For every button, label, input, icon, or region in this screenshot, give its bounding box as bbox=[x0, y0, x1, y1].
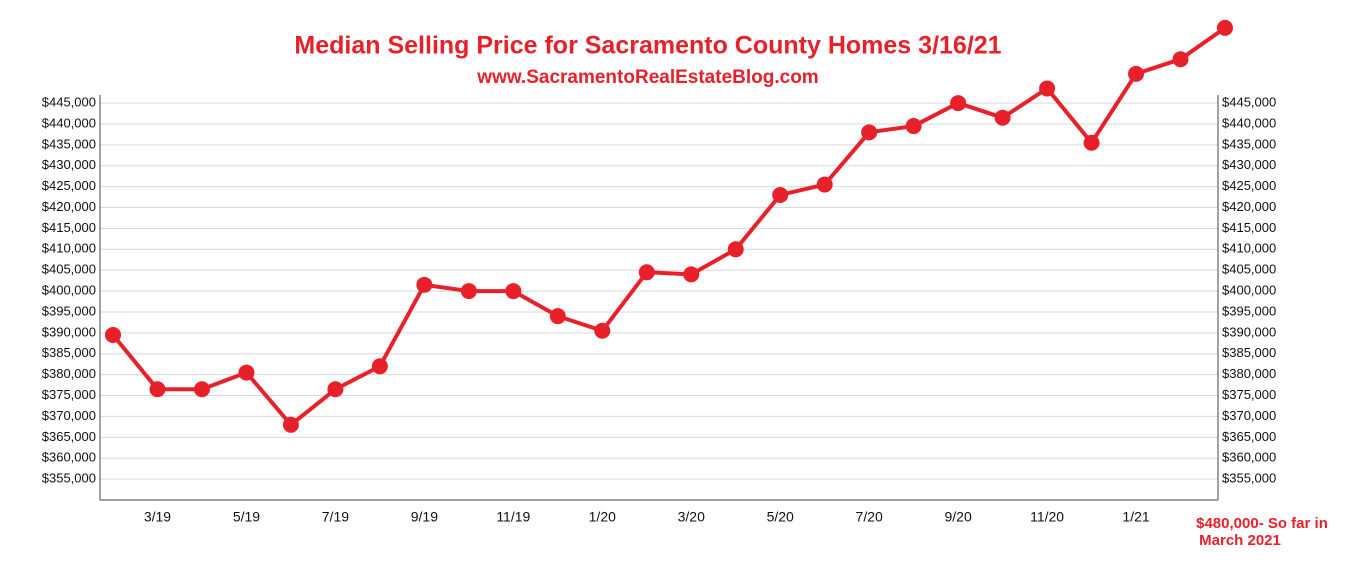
y2-tick-label: $385,000 bbox=[1222, 345, 1276, 360]
point bbox=[282, 416, 299, 433]
y2-tick-label: $405,000 bbox=[1222, 262, 1276, 277]
y-tick-label: $355,000 bbox=[42, 471, 96, 486]
point bbox=[683, 266, 700, 283]
y-tick-label: $405,000 bbox=[42, 262, 96, 277]
point bbox=[816, 176, 833, 193]
y-tick-label: $420,000 bbox=[42, 199, 96, 214]
x-tick-label: 1/20 bbox=[589, 509, 616, 525]
y-tick-label: $360,000 bbox=[42, 450, 96, 465]
annotation: March 2021 bbox=[1199, 532, 1281, 549]
point bbox=[105, 326, 121, 343]
point bbox=[193, 381, 210, 398]
point bbox=[905, 118, 922, 135]
y-tick-label: $445,000 bbox=[42, 95, 96, 110]
x-tick-label: 9/20 bbox=[944, 509, 971, 525]
y2-tick-label: $355,000 bbox=[1222, 471, 1276, 486]
point bbox=[416, 276, 433, 293]
point bbox=[371, 358, 388, 375]
chart-title: Median Selling Price for Sacramento Coun… bbox=[294, 32, 1001, 60]
y-tick-label: $410,000 bbox=[42, 241, 96, 256]
point bbox=[638, 264, 655, 281]
point bbox=[238, 364, 255, 381]
y2-tick-label: $375,000 bbox=[1222, 387, 1276, 402]
point bbox=[460, 283, 477, 300]
y2-tick-label: $360,000 bbox=[1222, 450, 1276, 465]
y2-tick-label: $380,000 bbox=[1222, 366, 1276, 381]
point bbox=[950, 95, 967, 112]
point bbox=[1128, 65, 1145, 82]
point bbox=[1172, 51, 1189, 68]
x-tick-label: 5/20 bbox=[767, 509, 794, 525]
y2-tick-label: $445,000 bbox=[1222, 95, 1276, 110]
y-tick-label: $400,000 bbox=[42, 283, 96, 298]
y-tick-label: $430,000 bbox=[42, 157, 96, 172]
annotation: $480,000- So far in bbox=[1196, 515, 1328, 532]
y2-tick-label: $400,000 bbox=[1222, 283, 1276, 298]
point bbox=[594, 322, 611, 339]
x-tick-label: 3/19 bbox=[144, 509, 171, 525]
x-tick-label: 3/20 bbox=[678, 509, 705, 525]
y2-tick-label: $420,000 bbox=[1222, 199, 1276, 214]
y-tick-label: $390,000 bbox=[42, 324, 96, 339]
y2-tick-label: $370,000 bbox=[1222, 408, 1276, 423]
y2-tick-label: $415,000 bbox=[1222, 220, 1276, 235]
point bbox=[1083, 134, 1100, 151]
point bbox=[1039, 80, 1056, 97]
y2-tick-label: $395,000 bbox=[1222, 303, 1276, 318]
y2-tick-label: $430,000 bbox=[1222, 157, 1276, 172]
y2-tick-label: $410,000 bbox=[1222, 241, 1276, 256]
point bbox=[505, 283, 522, 300]
point bbox=[727, 241, 744, 258]
x-tick-label: 9/19 bbox=[411, 509, 438, 525]
y-tick-label: $365,000 bbox=[42, 429, 96, 444]
line bbox=[111, 26, 1227, 427]
y-tick-label: $415,000 bbox=[42, 220, 96, 235]
x-tick-label: 11/19 bbox=[496, 509, 530, 525]
x-tick-label: 1/21 bbox=[1122, 509, 1149, 525]
y-tick-label: $440,000 bbox=[42, 115, 96, 130]
y-tick-label: $375,000 bbox=[42, 387, 96, 402]
y-tick-label: $385,000 bbox=[42, 345, 96, 360]
grid bbox=[100, 102, 1218, 480]
y-tick-label: $425,000 bbox=[42, 178, 96, 193]
y-tick-label: $395,000 bbox=[42, 303, 96, 318]
x-tick-label: 7/20 bbox=[856, 509, 883, 525]
point bbox=[861, 124, 878, 141]
y2-tick-label: $425,000 bbox=[1222, 178, 1276, 193]
point bbox=[994, 109, 1011, 126]
y-tick-label: $370,000 bbox=[42, 408, 96, 423]
x-tick-label: 7/19 bbox=[322, 509, 349, 525]
point bbox=[549, 308, 566, 325]
chart-subtitle: www.SacramentoRealEstateBlog.com bbox=[476, 67, 818, 88]
x-tick-label: 11/20 bbox=[1030, 509, 1064, 525]
point bbox=[1217, 19, 1233, 36]
y2-tick-label: $365,000 bbox=[1222, 429, 1276, 444]
y2-tick-label: $440,000 bbox=[1222, 115, 1276, 130]
point bbox=[327, 381, 344, 398]
point bbox=[772, 186, 789, 203]
y-tick-label: $435,000 bbox=[42, 136, 96, 151]
point bbox=[149, 381, 166, 398]
y2-tick-label: $390,000 bbox=[1222, 324, 1276, 339]
y2-tick-label: $435,000 bbox=[1222, 136, 1276, 151]
y-tick-label: $380,000 bbox=[42, 366, 96, 381]
x-tick-label: 5/19 bbox=[233, 509, 260, 525]
